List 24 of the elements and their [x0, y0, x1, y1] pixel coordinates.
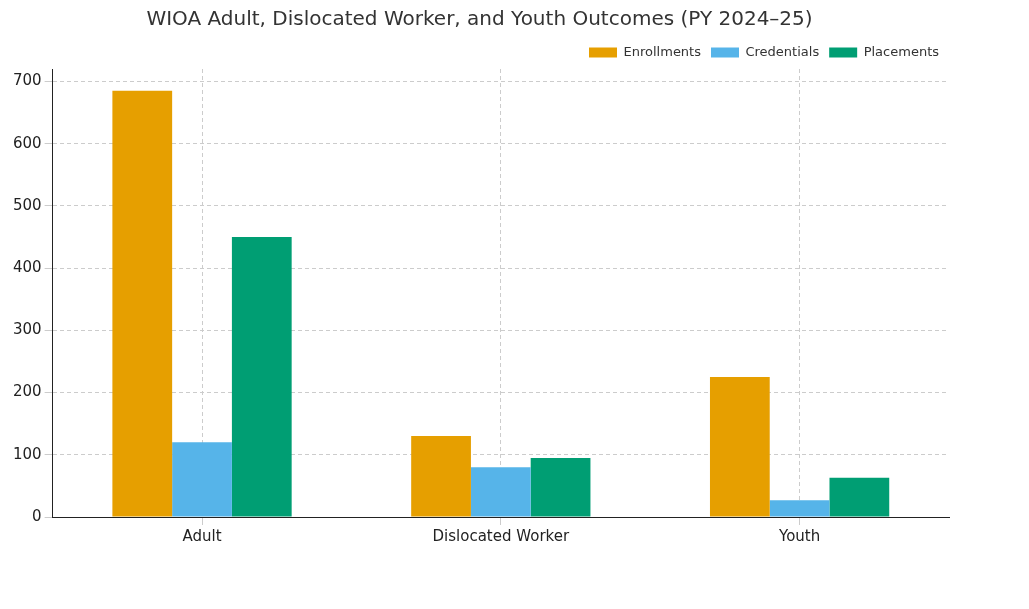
y-tick-label: 100 [12, 444, 42, 463]
y-tick-label: 300 [12, 320, 42, 339]
y-tick-label: 700 [12, 71, 42, 90]
y-tick-label: 500 [12, 195, 42, 214]
y-tick-label: 600 [12, 133, 42, 152]
bar [172, 442, 232, 517]
bar [829, 477, 890, 517]
chart-title: WIOA Adult, Dislocated Worker, and Youth Outcomes (PY 2024–25) [146, 6, 813, 31]
legend-label: Credentials [745, 43, 820, 59]
bar [530, 457, 591, 517]
bar [470, 467, 531, 517]
bar [411, 436, 471, 517]
y-tick-label: 200 [12, 382, 42, 401]
y-tick-label: 0 [32, 506, 42, 525]
bar [112, 90, 173, 517]
legend-label: Enrollments [623, 43, 702, 59]
bar [231, 237, 292, 517]
x-tick-label: Youth [777, 526, 821, 545]
legend-label: Placements [863, 43, 940, 59]
x-tick-label: Adult [182, 526, 222, 545]
bar [769, 500, 830, 517]
y-tick-label: 400 [12, 258, 42, 276]
x-tick-label: Dislocated Worker [432, 526, 570, 545]
bar [709, 377, 770, 517]
